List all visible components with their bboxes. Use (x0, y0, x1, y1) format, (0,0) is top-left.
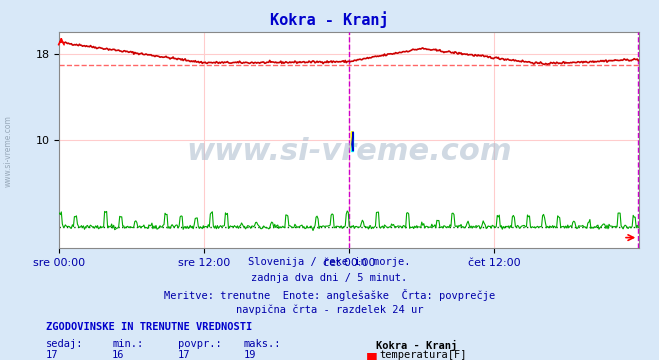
Text: Kokra - Kranj: Kokra - Kranj (376, 339, 457, 351)
Text: Slovenija / reke in morje.: Slovenija / reke in morje. (248, 257, 411, 267)
Text: Meritve: trenutne  Enote: anglešaške  Črta: povprečje: Meritve: trenutne Enote: anglešaške Črta… (164, 289, 495, 301)
Text: navpična črta - razdelek 24 ur: navpična črta - razdelek 24 ur (236, 305, 423, 315)
Text: temperatura[F]: temperatura[F] (379, 350, 467, 360)
Text: ZGODOVINSKE IN TRENUTNE VREDNOSTI: ZGODOVINSKE IN TRENUTNE VREDNOSTI (46, 322, 252, 332)
Polygon shape (351, 132, 353, 151)
Text: ■: ■ (366, 350, 378, 360)
Text: 17: 17 (178, 350, 190, 360)
Polygon shape (352, 132, 353, 151)
Text: 17: 17 (46, 350, 59, 360)
Text: 16: 16 (112, 350, 125, 360)
Text: 19: 19 (244, 350, 256, 360)
Text: povpr.:: povpr.: (178, 339, 221, 350)
Text: Kokra - Kranj: Kokra - Kranj (270, 12, 389, 28)
Text: www.si-vreme.com: www.si-vreme.com (186, 137, 512, 166)
Text: sedaj:: sedaj: (46, 339, 84, 350)
Text: min.:: min.: (112, 339, 143, 350)
Text: zadnja dva dni / 5 minut.: zadnja dva dni / 5 minut. (251, 273, 408, 283)
Text: maks.:: maks.: (244, 339, 281, 350)
Polygon shape (351, 132, 353, 151)
Text: www.si-vreme.com: www.si-vreme.com (3, 115, 13, 187)
